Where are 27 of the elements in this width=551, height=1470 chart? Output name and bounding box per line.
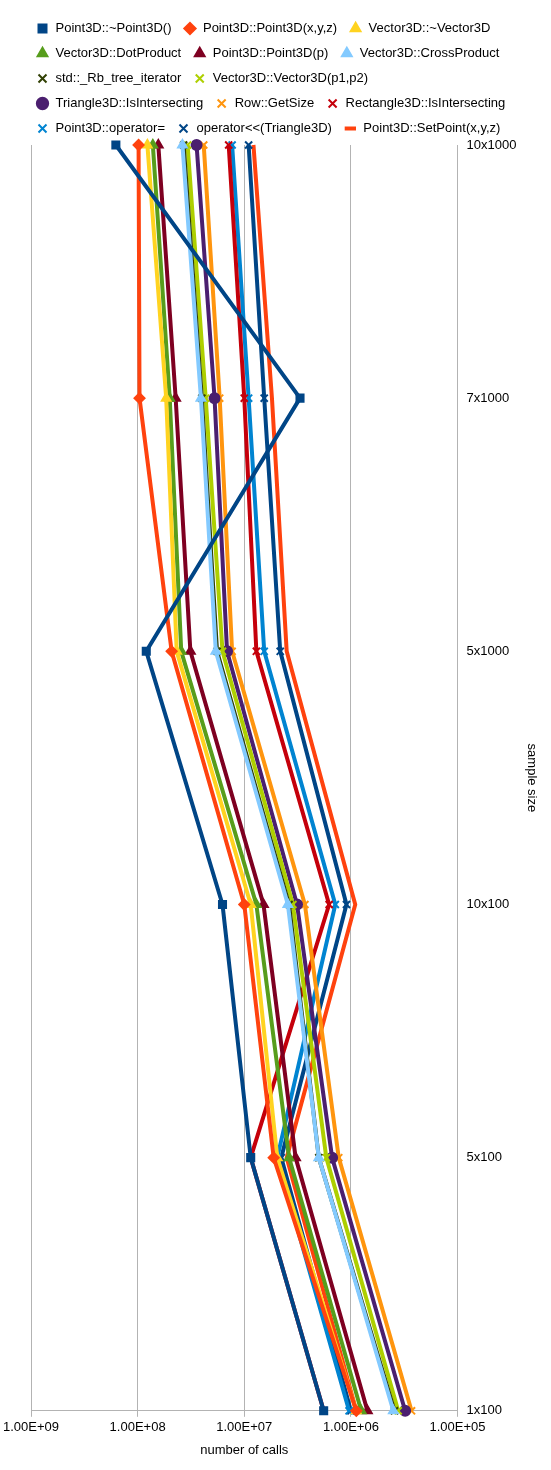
legend-label: Vector3D::Vector3D(p1,p2) bbox=[212, 70, 369, 86]
legend-label: Rectangle3D::IsIntersecting bbox=[345, 95, 506, 111]
legend-label: Point3D::Point3D(p) bbox=[212, 45, 329, 61]
y-tick-label: 5x1000 bbox=[466, 642, 510, 658]
legend-label: std::_Rb_tree_iterator bbox=[55, 70, 182, 86]
x-tick-label: 1.00E+06 bbox=[322, 1419, 379, 1435]
legend-label: Row::GetSize bbox=[234, 95, 315, 111]
y-axis-title: sample size bbox=[524, 743, 540, 813]
legend-label: Point3D::SetPoint(x,y,z) bbox=[363, 120, 501, 136]
legend-label: Point3D::~Point3D() bbox=[55, 20, 172, 36]
legend-label: Point3D::Point3D(x,y,z) bbox=[202, 20, 338, 36]
legend-label: Vector3D::~Vector3D bbox=[368, 20, 491, 36]
y-tick-label: 10x1000 bbox=[466, 136, 517, 152]
y-tick-label: 1x100 bbox=[466, 1402, 502, 1418]
y-tick-label: 5x100 bbox=[466, 1149, 502, 1165]
x-axis-title: number of calls bbox=[200, 1441, 289, 1457]
legend-label: operator<<(Triangle3D) bbox=[196, 120, 332, 136]
legend-label: Point3D::operator= bbox=[55, 120, 165, 136]
x-tick-label: 1.00E+05 bbox=[429, 1419, 486, 1435]
legend-label: Vector3D::DotProduct bbox=[55, 45, 182, 61]
y-tick-label: 7x1000 bbox=[466, 389, 510, 405]
x-tick-label: 1.00E+07 bbox=[216, 1419, 273, 1435]
y-tick-label: 10x100 bbox=[466, 896, 510, 912]
legend-label: Triangle3D::IsIntersecting bbox=[55, 95, 204, 111]
x-tick-label: 1.00E+08 bbox=[109, 1419, 166, 1435]
legend-label: Vector3D::CrossProduct bbox=[359, 45, 500, 61]
x-tick-label: 1.00E+09 bbox=[3, 1419, 60, 1435]
